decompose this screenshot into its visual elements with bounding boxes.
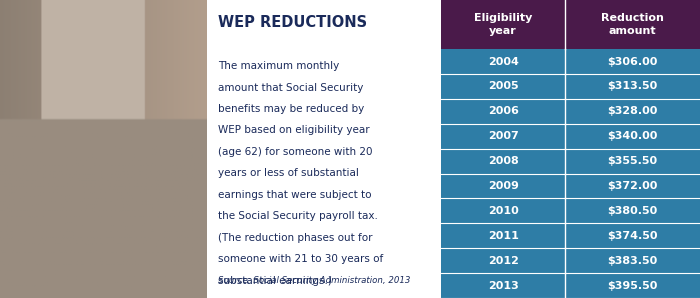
Text: $355.50: $355.50 (608, 156, 658, 166)
Text: 2013: 2013 (488, 280, 519, 291)
Text: (age 62) for someone with 20: (age 62) for someone with 20 (218, 147, 372, 157)
FancyBboxPatch shape (441, 224, 700, 248)
FancyBboxPatch shape (441, 0, 700, 49)
FancyBboxPatch shape (441, 124, 700, 149)
Text: $340.00: $340.00 (608, 131, 658, 141)
Text: WEP REDUCTIONS: WEP REDUCTIONS (218, 15, 368, 30)
Text: earnings that were subject to: earnings that were subject to (218, 190, 372, 200)
FancyBboxPatch shape (441, 198, 700, 224)
Text: Source: Social Security Administration, 2013: Source: Social Security Administration, … (218, 276, 411, 285)
Text: $383.50: $383.50 (608, 256, 658, 266)
Text: someone with 21 to 30 years of: someone with 21 to 30 years of (218, 254, 384, 264)
Text: The maximum monthly: The maximum monthly (218, 61, 340, 71)
Text: Reduction
amount: Reduction amount (601, 13, 664, 36)
Text: $306.00: $306.00 (608, 57, 658, 67)
Text: 2009: 2009 (488, 181, 519, 191)
FancyBboxPatch shape (441, 99, 700, 124)
Text: $328.00: $328.00 (608, 106, 658, 117)
Text: WEP based on eligibility year: WEP based on eligibility year (218, 125, 370, 136)
FancyBboxPatch shape (441, 273, 700, 298)
Text: benefits may be reduced by: benefits may be reduced by (218, 104, 365, 114)
Text: 2006: 2006 (488, 106, 519, 117)
Text: $374.50: $374.50 (608, 231, 658, 241)
Text: 2008: 2008 (488, 156, 519, 166)
Text: Eligibility
year: Eligibility year (474, 13, 532, 36)
FancyBboxPatch shape (441, 173, 700, 198)
Text: 2011: 2011 (488, 231, 519, 241)
Text: $395.50: $395.50 (608, 280, 658, 291)
Text: the Social Security payroll tax.: the Social Security payroll tax. (218, 211, 378, 221)
Text: years or less of substantial: years or less of substantial (218, 168, 359, 179)
Text: amount that Social Security: amount that Social Security (218, 83, 363, 93)
Text: $372.00: $372.00 (608, 181, 658, 191)
Text: 2004: 2004 (488, 57, 519, 67)
Text: 2010: 2010 (488, 206, 519, 216)
Text: 2005: 2005 (488, 81, 519, 91)
Text: substantial earnings.): substantial earnings.) (218, 276, 332, 286)
Text: (The reduction phases out for: (The reduction phases out for (218, 233, 372, 243)
Text: 2012: 2012 (488, 256, 519, 266)
FancyBboxPatch shape (441, 149, 700, 173)
FancyBboxPatch shape (441, 49, 700, 74)
FancyBboxPatch shape (441, 248, 700, 273)
Text: $313.50: $313.50 (608, 81, 658, 91)
FancyBboxPatch shape (441, 74, 700, 99)
Text: $380.50: $380.50 (608, 206, 658, 216)
Text: 2007: 2007 (488, 131, 519, 141)
